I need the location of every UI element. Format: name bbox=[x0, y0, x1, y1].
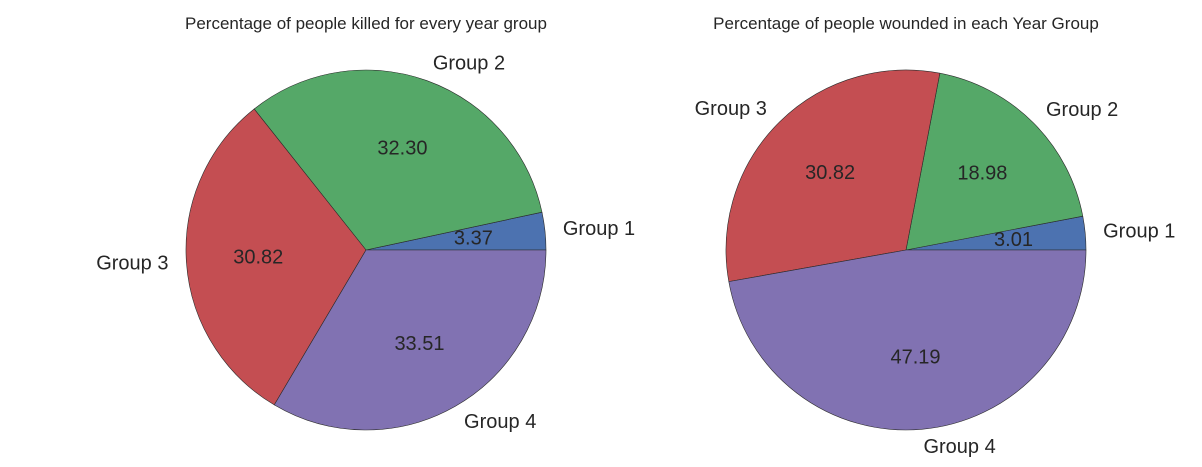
slice-category-label: Group 1 bbox=[1103, 220, 1175, 242]
chart-title: Percentage of people wounded in each Yea… bbox=[713, 14, 1099, 33]
pie-slice-group-2 bbox=[253, 69, 543, 251]
slice-category-label: Group 4 bbox=[464, 411, 536, 433]
chart-title: Percentage of people killed for every ye… bbox=[185, 14, 547, 33]
pie-slice-group-2 bbox=[905, 72, 1084, 251]
slice-category-label: Group 2 bbox=[433, 53, 505, 75]
slice-category-label: Group 3 bbox=[96, 252, 168, 274]
slice-value-label: 18.98 bbox=[957, 163, 1007, 185]
slice-category-label: Group 1 bbox=[563, 218, 635, 240]
slice-value-label: 30.82 bbox=[233, 246, 283, 268]
pie-slice-group-3 bbox=[185, 108, 367, 406]
slice-value-label: 32.30 bbox=[377, 137, 427, 159]
slice-value-label: 33.51 bbox=[394, 333, 444, 355]
slice-value-label: 30.82 bbox=[805, 162, 855, 184]
slice-value-label: 3.37 bbox=[454, 228, 493, 250]
pie-chart-killed: Percentage of people killed for every ye… bbox=[96, 14, 635, 433]
slice-category-label: Group 3 bbox=[695, 98, 767, 120]
slice-value-label: 3.01 bbox=[994, 229, 1033, 251]
pie-slice-group-3 bbox=[725, 69, 941, 282]
slice-category-label: Group 4 bbox=[923, 436, 995, 458]
pie-slice-group-4 bbox=[273, 249, 547, 431]
slice-category-label: Group 2 bbox=[1046, 99, 1118, 121]
pie-slice-group-4 bbox=[728, 249, 1087, 431]
slice-value-label: 47.19 bbox=[890, 347, 940, 369]
pie-chart-wounded: Percentage of people wounded in each Yea… bbox=[695, 14, 1176, 458]
